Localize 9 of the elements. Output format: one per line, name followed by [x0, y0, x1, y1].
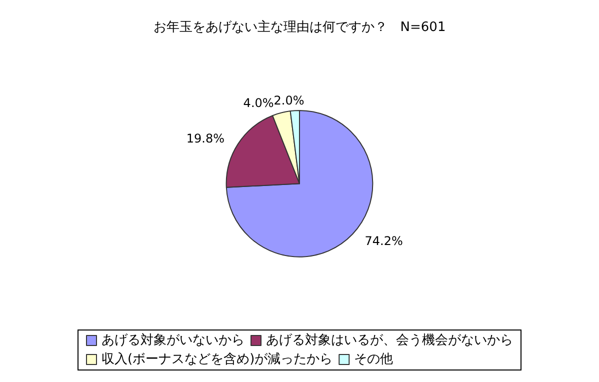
legend-label: 収入(ボーナスなどを含め)が減ったから: [102, 352, 333, 367]
legend-label: その他: [354, 352, 394, 367]
data-label: 74.2%: [364, 234, 403, 248]
data-label: 19.8%: [186, 132, 225, 146]
data-label: 2.0%: [274, 94, 304, 108]
chart-title: お年玉をあげない主な理由は何ですか？ N=601: [153, 19, 446, 35]
legend-label: あげる対象はいるが、会う機会がないから: [266, 332, 513, 348]
data-label: 4.0%: [243, 96, 274, 110]
legend-label: あげる対象がいないから: [102, 332, 244, 348]
